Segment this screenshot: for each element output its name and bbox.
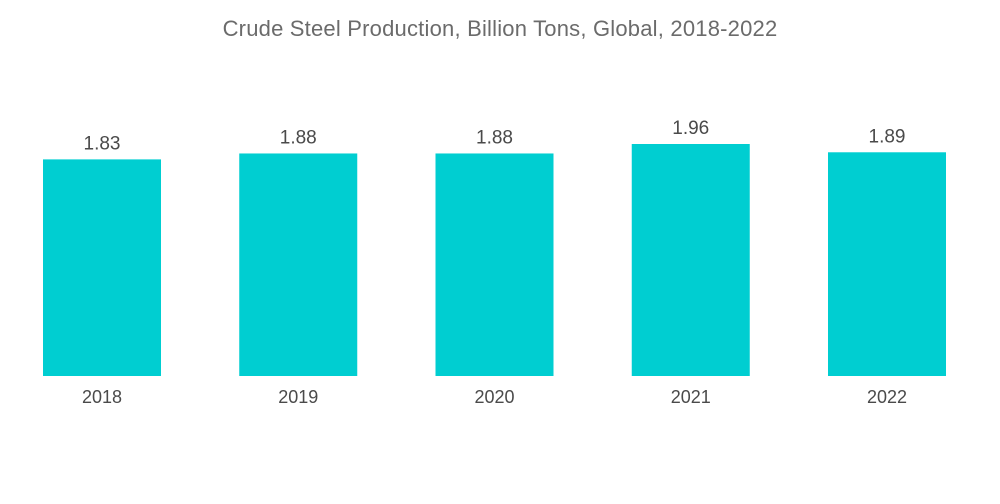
- bars-layer: [43, 144, 946, 376]
- bar-2022: [828, 152, 946, 376]
- value-label-2019: 1.88: [280, 127, 317, 148]
- value-label-2022: 1.89: [869, 126, 906, 147]
- value-label-2018: 1.83: [84, 133, 121, 154]
- bar-2019: [239, 153, 358, 376]
- x-tick-label-2019: 2019: [278, 387, 318, 407]
- x-tick-label-2020: 2020: [474, 387, 514, 407]
- value-label-2020: 1.88: [476, 127, 513, 148]
- bar-2018: [43, 159, 161, 376]
- value-label-2021: 1.96: [672, 118, 709, 139]
- value-labels-layer: 1.83 1.88 1.88 1.96 1.89: [84, 118, 906, 154]
- x-axis-ticks-layer: 2018 2019 2020 2021 2022: [82, 387, 907, 407]
- x-tick-label-2022: 2022: [867, 387, 907, 407]
- bar-2020: [435, 153, 554, 376]
- chart-title: Crude Steel Production, Billion Tons, Gl…: [222, 16, 778, 41]
- bar-2021: [631, 144, 750, 376]
- x-tick-label-2021: 2021: [671, 387, 711, 407]
- x-tick-label-2018: 2018: [82, 387, 122, 407]
